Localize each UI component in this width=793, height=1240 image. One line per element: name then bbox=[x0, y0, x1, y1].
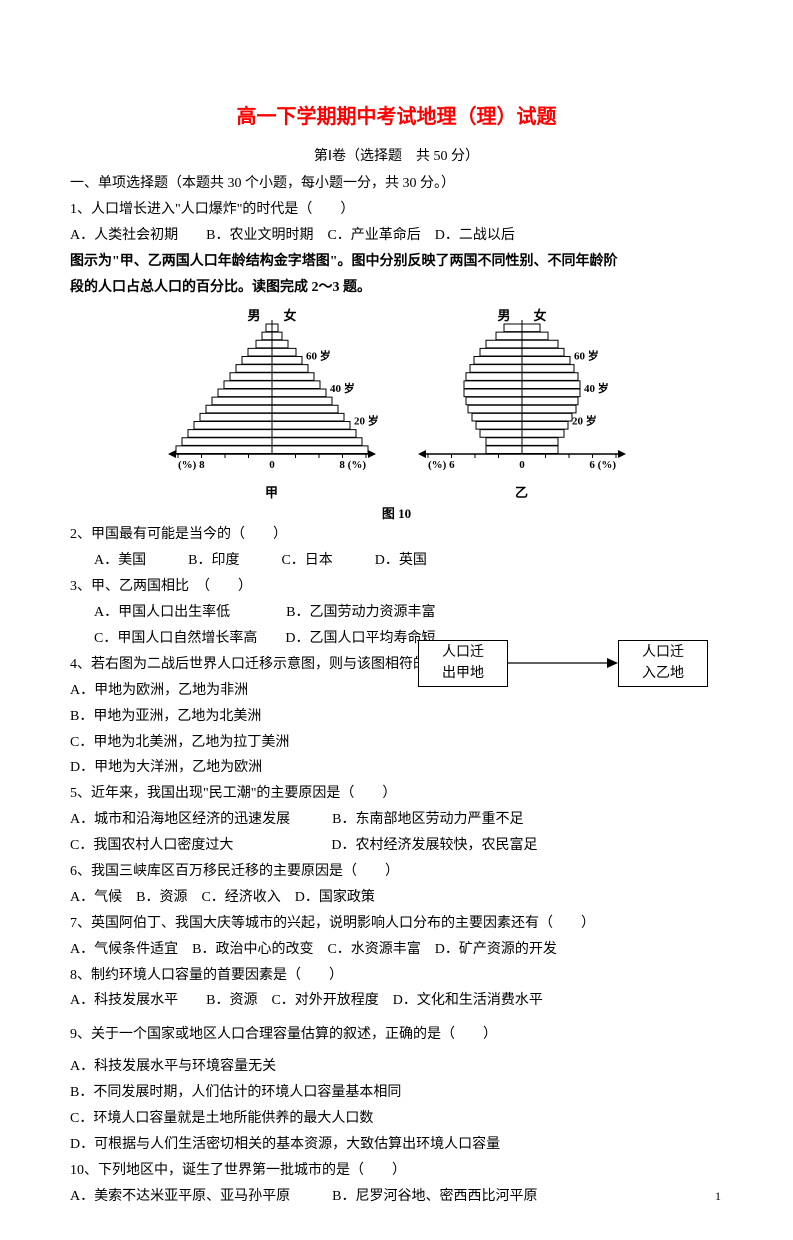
q9-option-c: C．环境人口容量就是土地所能供养的最大人口数 bbox=[70, 1106, 723, 1132]
svg-text:60 岁: 60 岁 bbox=[306, 349, 331, 363]
svg-text:(%) 8: (%) 8 bbox=[178, 459, 205, 471]
pyramid-jia-name: 甲 bbox=[265, 482, 278, 501]
pyramid-jia: 男 女 60 岁 40 岁 20 岁 (%) 8 8 (%) 0 甲 bbox=[162, 306, 382, 501]
q6-options: A．气候 B．资源 C．经济收入 D．国家政策 bbox=[70, 885, 723, 911]
svg-text:6 (%): 6 (%) bbox=[589, 459, 616, 471]
svg-text:60 岁: 60 岁 bbox=[574, 349, 599, 363]
q8: 8、制约环境人口容量的首要因素是（ ） bbox=[70, 963, 723, 989]
q10: 10、下列地区中，诞生了世界第一批城市的是（ ） bbox=[70, 1158, 723, 1184]
q4-option-b: B．甲地为亚洲，乙地为北美洲 bbox=[70, 704, 723, 730]
q4-option-d: D．甲地为大洋洲，乙地为欧洲 bbox=[70, 755, 723, 781]
svg-text:女: 女 bbox=[533, 308, 546, 323]
flow-arrow bbox=[507, 640, 618, 686]
figure-label: 图 10 bbox=[70, 503, 723, 522]
svg-text:40 岁: 40 岁 bbox=[330, 381, 355, 395]
q2-options: A．美国 B．印度 C．日本 D．英国 bbox=[70, 548, 723, 574]
svg-text:20 岁: 20 岁 bbox=[354, 414, 379, 428]
q5-row1: A．城市和沿海地区经济的迅速发展 B．东南部地区劳动力严重不足 bbox=[70, 807, 723, 833]
flow-box-out-l2: 出甲地 bbox=[442, 666, 484, 681]
svg-text:(%) 6: (%) 6 bbox=[428, 459, 455, 471]
pyramid-instruction-2: 段的人口占总人口的百分比。读图完成 2～3 题。 bbox=[70, 275, 723, 301]
flow-box-in: 人口迁 入乙地 bbox=[618, 640, 708, 687]
q3-options-row1: A．甲国人口出生率低 B．乙国劳动力资源丰富 bbox=[70, 600, 723, 626]
svg-text:男: 男 bbox=[497, 308, 510, 323]
page-number: 1 bbox=[715, 1189, 721, 1204]
svg-text:40 岁: 40 岁 bbox=[584, 381, 609, 395]
q1: 1、人口增长进入"人口爆炸"的时代是（ ） bbox=[70, 197, 723, 223]
q10-row1: A．美索不达米亚平原、亚马孙平原 B．尼罗河谷地、密西西比河平原 bbox=[70, 1184, 723, 1210]
svg-text:女: 女 bbox=[283, 308, 296, 323]
pyramid-jia-svg: 男 女 60 岁 40 岁 20 岁 (%) 8 8 (%) 0 bbox=[162, 306, 382, 476]
q2: 2、甲国最有可能是当今的（ ） bbox=[70, 522, 723, 548]
q3: 3、甲、乙两国相比 （ ） bbox=[70, 574, 723, 600]
pyramid-yi-name: 乙 bbox=[515, 482, 528, 501]
pyramid-yi: 男 女 60 岁 40 岁 20 岁 (%) 6 6 (%) 0 乙 bbox=[412, 306, 632, 501]
svg-text:男: 男 bbox=[247, 308, 260, 323]
page-title: 高一下学期期中考试地理（理）试题 bbox=[70, 100, 723, 129]
pyramid-charts: 男 女 60 岁 40 岁 20 岁 (%) 8 8 (%) 0 甲 男 女 60 岁 40 岁 20… bbox=[70, 306, 723, 501]
q4-option-c: C．甲地为北美洲，乙地为拉丁美洲 bbox=[70, 730, 723, 756]
svg-text:0: 0 bbox=[269, 459, 275, 471]
svg-text:20 岁: 20 岁 bbox=[572, 414, 597, 428]
q6: 6、我国三峡库区百万移民迁移的主要原因是（ ） bbox=[70, 859, 723, 885]
q9-option-d: D．可根据与人们生活密切相关的基本资源，大致估算出环境人口容量 bbox=[70, 1132, 723, 1158]
svg-text:8 (%): 8 (%) bbox=[339, 459, 366, 471]
q7: 7、英国阿伯丁、我国大庆等城市的兴起，说明影响人口分布的主要因素还有（ ） bbox=[70, 911, 723, 937]
q5: 5、近年来，我国出现"民工潮"的主要原因是（ ） bbox=[70, 781, 723, 807]
q7-options: A．气候条件适宜 B．政治中心的改变 C．水资源丰富 D．矿产资源的开发 bbox=[70, 937, 723, 963]
q9-option-a: A．科技发展水平与环境容量无关 bbox=[70, 1054, 723, 1080]
flow-box-out: 人口迁 出甲地 bbox=[418, 640, 508, 687]
flow-box-out-l1: 人口迁 bbox=[442, 645, 484, 660]
pyramid-instruction-1: 图示为"甲、乙两国人口年龄结构金字塔图"。图中分别反映了两国不同性别、不同年龄阶 bbox=[70, 249, 723, 275]
q1-options: A．人类社会初期 B．农业文明时期 C．产业革命后 D．二战以后 bbox=[70, 223, 723, 249]
q9: 9、关于一个国家或地区人口合理容量估算的叙述，正确的是（ ） bbox=[70, 1022, 723, 1048]
flow-box-in-l1: 人口迁 bbox=[642, 645, 684, 660]
flow-box-in-l2: 入乙地 bbox=[642, 666, 684, 681]
section-header: 一、单项选择题（本题共 30 个小题，每小题一分，共 30 分。） bbox=[70, 171, 723, 197]
pyramid-yi-svg: 男 女 60 岁 40 岁 20 岁 (%) 6 6 (%) 0 bbox=[412, 306, 632, 476]
subtitle: 第Ⅰ卷（选择题 共 50 分） bbox=[70, 145, 723, 165]
q5-row2: C．我国农村人口密度过大 D．农村经济发展较快，农民富足 bbox=[70, 833, 723, 859]
q8-options: A．科技发展水平 B．资源 C．对外开放程度 D．文化和生活消费水平 bbox=[70, 988, 723, 1014]
q9-option-b: B．不同发展时期，人们估计的环境人口容量基本相同 bbox=[70, 1080, 723, 1106]
svg-text:0: 0 bbox=[519, 459, 525, 471]
